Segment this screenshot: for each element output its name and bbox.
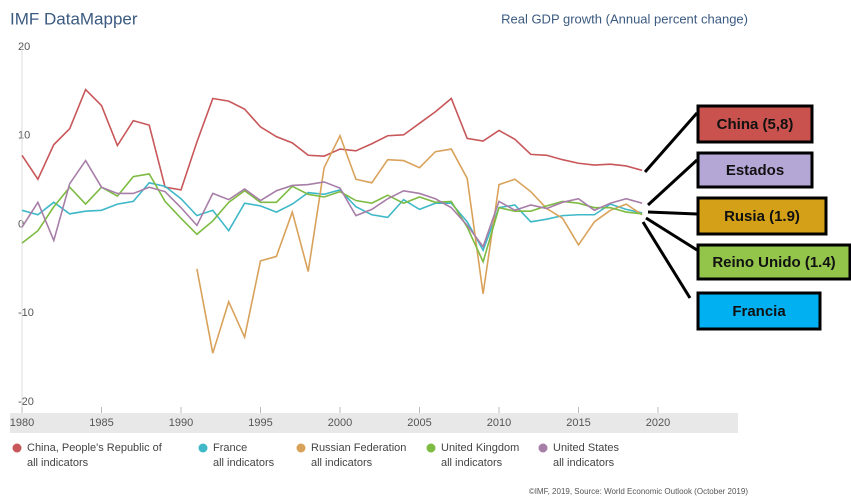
source: ©IMF, 2019, Source: World Economic Outlo… bbox=[529, 487, 749, 496]
series-line bbox=[21, 173, 643, 265]
legend-sublabel: all indicators bbox=[553, 457, 615, 469]
legend-label: Russian Federation bbox=[311, 442, 406, 454]
annotation-text: Reino Unido (1.4) bbox=[712, 254, 835, 271]
legend-item: United Kingdom all indicators bbox=[426, 442, 519, 469]
chart-title: Real GDP growth (Annual percent change) bbox=[501, 11, 748, 26]
annotation-text: Francia bbox=[732, 303, 786, 320]
x-tick-label: 1990 bbox=[169, 417, 193, 429]
legend-label: United Kingdom bbox=[441, 442, 519, 454]
legend-label: France bbox=[213, 442, 247, 454]
annotation-box bbox=[696, 291, 822, 331]
x-tick-label: 2015 bbox=[566, 417, 590, 429]
x-tick-label: 1985 bbox=[89, 417, 113, 429]
legend-label: United States bbox=[553, 442, 620, 454]
annotation-box bbox=[696, 151, 814, 189]
series-line bbox=[21, 88, 643, 191]
legend-swatch bbox=[12, 443, 22, 453]
annotation-line bbox=[646, 158, 699, 207]
y-tick-label: -20 bbox=[18, 396, 34, 408]
legend-item: United States all indicators bbox=[538, 442, 620, 469]
x-axis-band bbox=[10, 413, 738, 433]
annotation-line bbox=[641, 221, 692, 299]
x-tick-label: 2020 bbox=[646, 417, 670, 429]
legend-item: Russian Federation all indicators bbox=[296, 442, 406, 469]
x-tick-label: 1980 bbox=[10, 417, 34, 429]
legend-item: France all indicators bbox=[198, 442, 275, 469]
annotation-line bbox=[645, 216, 698, 252]
y-tick-label: -10 bbox=[18, 307, 34, 319]
legend-item: China, People's Republic of all indicator… bbox=[12, 442, 163, 469]
legend-swatch bbox=[538, 443, 548, 453]
x-tick-label: 2000 bbox=[328, 417, 352, 429]
y-tick-label: 10 bbox=[18, 130, 30, 142]
legend-swatch bbox=[198, 443, 208, 453]
annotation-lines bbox=[641, 112, 699, 299]
x-tick-label: 2005 bbox=[407, 417, 431, 429]
annotation-line bbox=[647, 210, 698, 216]
x-tick-label: 2010 bbox=[487, 417, 511, 429]
legend-sublabel: all indicators bbox=[441, 457, 503, 469]
annotation-text: China (5,8) bbox=[717, 116, 794, 133]
series-line bbox=[21, 181, 643, 253]
series-line bbox=[21, 159, 643, 249]
y-tick-label: 20 bbox=[18, 41, 30, 53]
annotation-box bbox=[696, 104, 814, 144]
brand: IMF DataMapper bbox=[10, 9, 138, 28]
legend-swatch bbox=[426, 443, 436, 453]
annotation-line bbox=[643, 112, 699, 173]
x-tick-label: 1995 bbox=[248, 417, 272, 429]
legend-swatch bbox=[296, 443, 306, 453]
legend-label: China, People's Republic of bbox=[27, 442, 163, 454]
annotation-text: Estados bbox=[726, 162, 784, 179]
y-tick-label: 0 bbox=[18, 218, 24, 230]
annotation-box bbox=[696, 243, 851, 281]
legend-sublabel: all indicators bbox=[311, 457, 373, 469]
annotation-box bbox=[696, 196, 828, 236]
series-line bbox=[196, 133, 643, 354]
legend-sublabel: all indicators bbox=[213, 457, 275, 469]
annotation-text: Rusia (1.9) bbox=[724, 208, 800, 225]
legend-sublabel: all indicators bbox=[27, 457, 89, 469]
